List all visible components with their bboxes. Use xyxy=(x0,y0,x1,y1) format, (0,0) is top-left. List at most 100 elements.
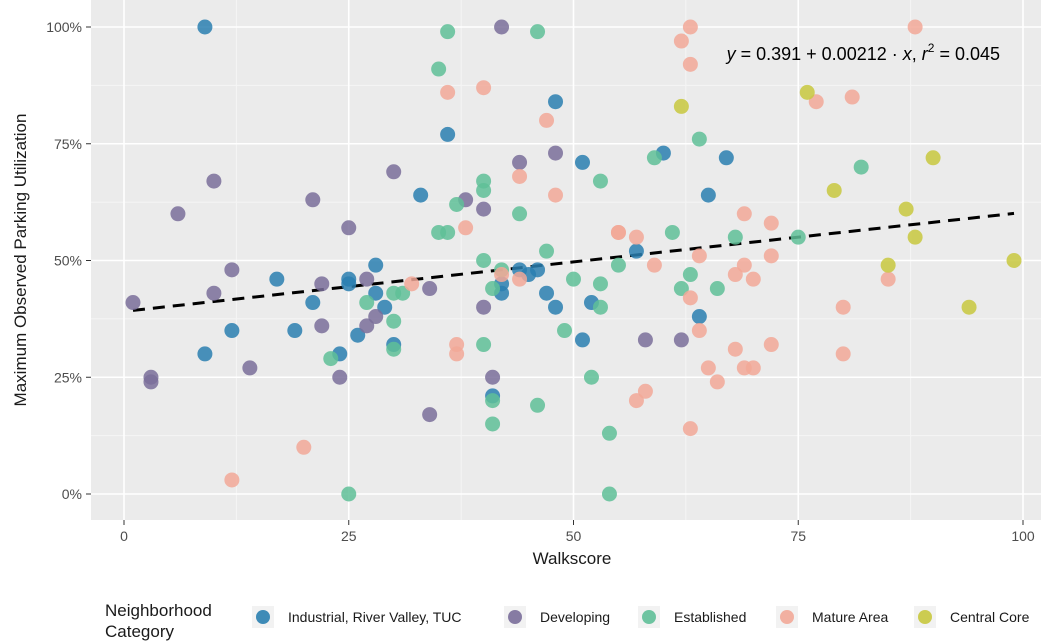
data-point-series-0 xyxy=(413,187,429,203)
data-point-series-1 xyxy=(494,19,510,35)
data-point-series-2 xyxy=(485,281,501,297)
data-point-series-3 xyxy=(709,374,725,390)
legend-label: Developing xyxy=(540,609,610,625)
data-point-series-3 xyxy=(835,299,851,315)
legend-key-swatch xyxy=(256,610,270,624)
data-point-series-3 xyxy=(727,341,743,357)
data-point-series-4 xyxy=(1006,253,1022,268)
data-point-series-2 xyxy=(476,337,492,353)
regression-line-group xyxy=(132,211,1015,312)
regression-line xyxy=(132,211,1015,312)
data-point-series-3 xyxy=(673,33,689,49)
data-point-series-3 xyxy=(736,206,752,222)
data-point-series-1 xyxy=(548,145,564,161)
legend-key-swatch xyxy=(642,610,656,624)
data-point-series-2 xyxy=(601,425,617,441)
data-point-series-4 xyxy=(898,201,914,217)
y-tick-label: 75% xyxy=(54,136,82,152)
data-point-series-1 xyxy=(637,332,653,348)
data-point-series-3 xyxy=(745,360,761,376)
data-point-series-3 xyxy=(476,80,492,96)
data-point-series-1 xyxy=(305,192,321,208)
data-point-series-4 xyxy=(799,84,815,100)
data-point-series-3 xyxy=(449,346,465,362)
data-point-series-0 xyxy=(377,299,393,315)
data-point-series-2 xyxy=(646,150,662,166)
data-point-series-2 xyxy=(539,243,555,259)
data-point-series-3 xyxy=(512,271,528,287)
data-point-series-3 xyxy=(646,257,662,273)
data-point-series-3 xyxy=(682,56,698,72)
x-axis-ticks: 0 25 50 75 100 xyxy=(120,520,1035,544)
legend-key-swatch xyxy=(918,610,932,624)
data-point-series-3 xyxy=(440,84,456,100)
legend-label: Mature Area xyxy=(812,609,888,625)
legend-title-line1: Neighborhood xyxy=(105,601,212,620)
data-point-series-2 xyxy=(386,313,402,329)
data-point-series-0 xyxy=(691,309,707,325)
data-point-series-3 xyxy=(691,248,707,264)
data-point-series-4 xyxy=(961,299,977,315)
data-point-series-2 xyxy=(386,341,402,357)
data-point-series-1 xyxy=(476,299,492,315)
data-point-series-3 xyxy=(682,290,698,306)
data-point-series-4 xyxy=(907,229,923,245)
data-point-series-0 xyxy=(548,94,564,110)
y-axis-title: Maximum Observed Parking Utilization xyxy=(11,114,30,407)
data-point-series-1 xyxy=(368,309,384,325)
y-tick-label: 25% xyxy=(54,369,82,385)
data-point-series-2 xyxy=(530,397,546,413)
data-point-series-3 xyxy=(458,220,474,236)
data-point-series-4 xyxy=(925,150,941,166)
data-point-series-3 xyxy=(691,323,707,339)
data-point-series-2 xyxy=(592,299,608,315)
data-point-series-3 xyxy=(763,337,779,353)
data-point-series-3 xyxy=(763,248,779,264)
legend-label: Industrial, River Valley, TUC xyxy=(288,609,462,625)
data-point-series-1 xyxy=(143,374,159,390)
data-point-series-1 xyxy=(206,285,222,301)
data-point-series-4 xyxy=(673,98,689,114)
y-tick-label: 0% xyxy=(62,486,82,502)
data-point-series-0 xyxy=(224,323,240,339)
data-point-series-0 xyxy=(440,126,456,142)
data-point-series-2 xyxy=(592,276,608,292)
data-point-series-0 xyxy=(539,285,555,301)
data-point-series-2 xyxy=(341,486,357,502)
data-point-series-0 xyxy=(574,332,590,348)
data-point-series-1 xyxy=(476,201,492,217)
data-point-series-3 xyxy=(763,215,779,231)
y-tick-label: 50% xyxy=(54,253,82,269)
regression-equation: y = 0.391 + 0.00212 · x, r2 = 0.045 xyxy=(725,41,1000,64)
data-point-series-2 xyxy=(323,351,339,367)
data-point-series-2 xyxy=(530,24,546,40)
data-point-series-2 xyxy=(395,285,411,301)
data-point-series-1 xyxy=(242,360,258,376)
data-point-series-4 xyxy=(880,257,896,273)
data-point-series-0 xyxy=(197,19,213,35)
data-point-series-2 xyxy=(601,486,617,502)
data-point-series-3 xyxy=(808,94,824,110)
x-tick-label: 0 xyxy=(120,528,128,544)
data-point-series-3 xyxy=(736,257,752,273)
data-point-series-3 xyxy=(682,19,698,35)
data-point-series-1 xyxy=(359,318,375,334)
data-point-series-1 xyxy=(512,154,528,170)
data-point-series-1 xyxy=(314,318,330,334)
data-point-series-2 xyxy=(431,61,447,77)
data-point-series-1 xyxy=(673,332,689,348)
data-point-series-2 xyxy=(359,295,375,311)
data-point-series-3 xyxy=(628,393,644,409)
data-point-series-2 xyxy=(853,159,869,175)
legend-items: Industrial, River Valley, TUC Developing E… xyxy=(252,606,1030,628)
data-point-series-1 xyxy=(170,206,186,222)
data-point-series-1 xyxy=(125,295,141,311)
data-point-series-3 xyxy=(224,472,240,488)
data-point-series-0 xyxy=(574,154,590,170)
data-point-series-3 xyxy=(907,19,923,35)
x-axis-title: Walkscore xyxy=(533,549,612,568)
data-point-series-2 xyxy=(673,281,689,297)
data-point-series-0 xyxy=(287,323,303,339)
data-point-series-3 xyxy=(700,360,716,376)
